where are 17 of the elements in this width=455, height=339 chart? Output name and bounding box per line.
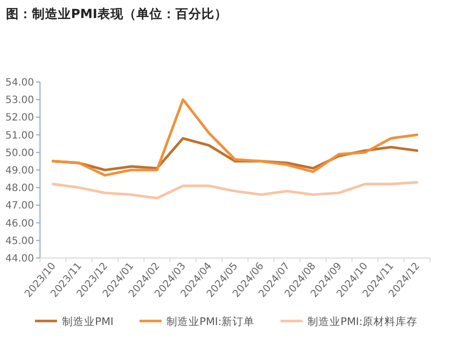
y-tick-label: 44.00 <box>5 254 34 264</box>
y-tick-label: 45.00 <box>5 236 34 247</box>
y-tick-label: 51.00 <box>5 130 34 142</box>
y-tick-label: 54.00 <box>5 78 34 88</box>
y-tick-label: 48.00 <box>5 183 34 194</box>
chart-title: 图：制造业PMI表现（单位：百分比） <box>6 6 228 21</box>
line-series <box>52 181 418 200</box>
y-tick-label: 49.00 <box>5 166 34 176</box>
y-tick-label: 52.00 <box>5 112 34 124</box>
legend-label: 制造业PMI:原材料库存 <box>308 315 418 328</box>
y-tick-label: 47.00 <box>5 200 34 212</box>
y-tick-label: 53.00 <box>5 95 34 106</box>
y-tick-label: 46.00 <box>5 218 34 230</box>
line-series <box>52 98 418 177</box>
y-tick-label: 50.00 <box>5 148 34 159</box>
legend-label: 制造业PMI <box>62 315 114 328</box>
legend-label: 制造业PMI:新订单 <box>166 315 255 328</box>
